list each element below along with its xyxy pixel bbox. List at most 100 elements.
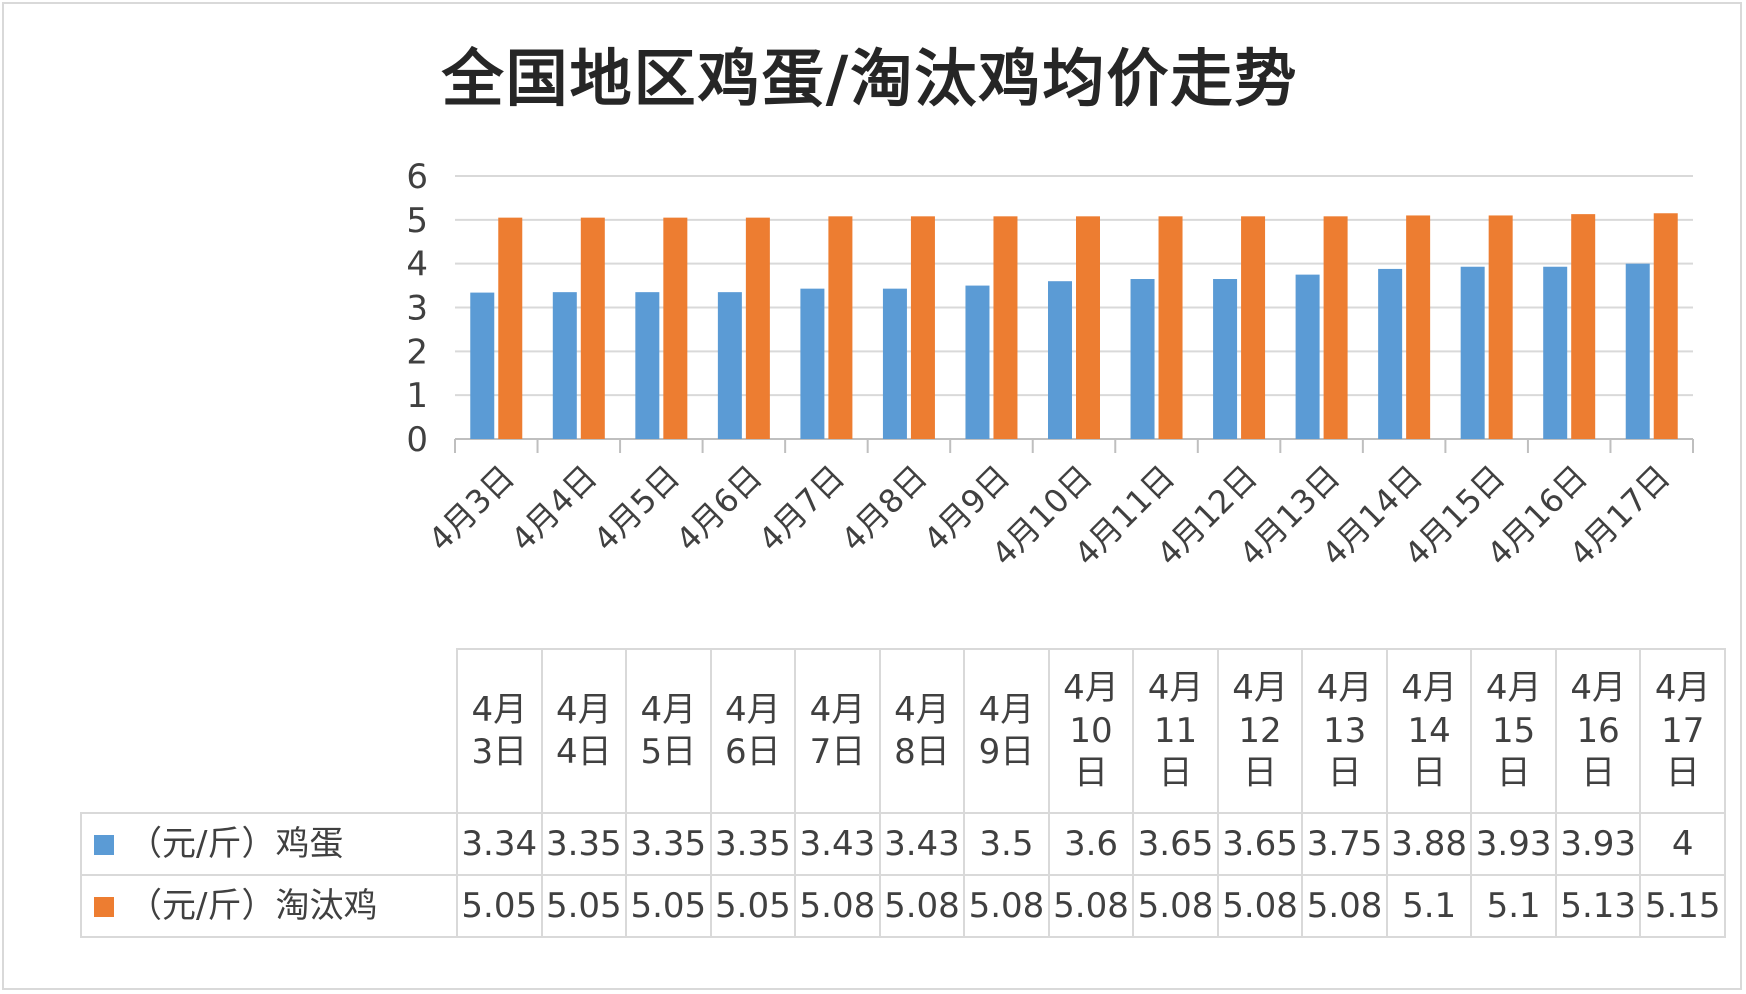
table-cell: 3.5 [963, 812, 1050, 876]
y-tick-label: 0 [406, 420, 428, 460]
table-cell: 5.05 [625, 874, 712, 938]
table-cell: 3.35 [540, 812, 628, 876]
bar-culled-hen [1241, 216, 1266, 439]
table-header-cell: 4月5日 [625, 648, 712, 814]
table-cell: 3.35 [709, 812, 797, 876]
table-cell: 5.15 [1639, 874, 1726, 938]
table-cell: 3.6 [1047, 812, 1135, 876]
table-header-label: 4月7日 [809, 689, 866, 773]
table-cell: 3.65 [1132, 812, 1219, 876]
bar-egg [800, 288, 825, 439]
table-header-cell: 4月15日 [1470, 648, 1557, 814]
bar-culled-hen [663, 217, 688, 439]
bar-egg [1625, 263, 1650, 439]
table-header-label: 4月10日 [1063, 668, 1119, 794]
bar-egg [470, 292, 495, 439]
bar-culled-hen [993, 216, 1018, 439]
bar-culled-hen [1323, 216, 1348, 439]
table-cell: 5.08 [1216, 874, 1304, 938]
table-header-label: 4月9日 [978, 689, 1035, 773]
bar-culled-hen [1406, 215, 1431, 439]
table-header-label: 4月13日 [1316, 668, 1373, 794]
table-header-cell: 4月12日 [1216, 648, 1304, 814]
bar-culled-hen [828, 216, 853, 439]
table-cell: 5.08 [878, 874, 966, 938]
table-cell: 4 [1639, 812, 1726, 876]
bar-egg [882, 288, 907, 439]
table-cell: 5.08 [1132, 874, 1219, 938]
bar-egg [635, 292, 660, 439]
bar-egg [1543, 266, 1568, 439]
bar-culled-hen [910, 216, 935, 439]
table-header-cell: 4月3日 [456, 648, 543, 814]
bar-culled-hen [1653, 213, 1678, 439]
y-tick-label: 3 [406, 289, 428, 329]
table-cell: 5.08 [1047, 874, 1135, 938]
table-cell: 3.34 [456, 812, 543, 876]
table-header-cell: 4月14日 [1385, 648, 1473, 814]
table-header-cell: 4月11日 [1132, 648, 1219, 814]
table-header-label: 4月14日 [1401, 668, 1457, 794]
x-tick-label: 4月3日 [421, 458, 522, 559]
y-tick-label: 5 [406, 201, 428, 241]
table-cell: 5.1 [1470, 874, 1557, 938]
table-cell: 3.43 [794, 812, 881, 876]
table-row: （元/斤）淘汰鸡 5.05 5.05 5.05 5.05 5.08 5.08 5.08 5.08… [80, 874, 1726, 938]
table-cell: 5.05 [540, 874, 628, 938]
table-header-cell: 4月17日 [1639, 648, 1726, 814]
x-tick-label: 4月7日 [751, 458, 852, 559]
table-cell: 5.1 [1385, 874, 1473, 938]
table-cell: 3.93 [1470, 812, 1557, 876]
table-cell: 3.65 [1216, 812, 1304, 876]
table-row: （元/斤）鸡蛋 3.34 3.35 3.35 3.35 3.43 3.43 3.5 3.6 3.6… [80, 812, 1726, 876]
table-header-label: 4月17日 [1654, 668, 1711, 794]
y-tick-label: 2 [406, 332, 428, 372]
legend-label: （元/斤）淘汰鸡 [128, 885, 378, 926]
table-cell: 5.05 [456, 874, 543, 938]
table-header-label: 4月12日 [1232, 668, 1288, 794]
table-cell: 3.88 [1385, 812, 1473, 876]
bar-egg [1378, 268, 1403, 439]
table-header-cell: 4月13日 [1301, 648, 1388, 814]
bar-culled-hen [1158, 216, 1183, 439]
bar-egg [1295, 274, 1320, 439]
y-tick-label: 1 [406, 376, 428, 416]
table-header-label: 4月3日 [471, 689, 528, 773]
table-header-label: 4月4日 [555, 689, 612, 773]
table-header-cell: 4月16日 [1554, 648, 1642, 814]
table-cell: 5.05 [709, 874, 797, 938]
bar-culled-hen [1488, 215, 1513, 439]
legend-swatch [94, 835, 114, 856]
y-tick-label: 6 [406, 157, 428, 197]
bar-culled-hen [1076, 216, 1100, 439]
legend-swatch [94, 897, 114, 918]
table-header-label: 4月8日 [894, 689, 950, 773]
bar-culled-hen [1571, 214, 1596, 439]
table-header-label: 4月16日 [1570, 668, 1626, 794]
table-cell: 5.08 [794, 874, 881, 938]
legend-entry: （元/斤）鸡蛋 [80, 812, 458, 876]
x-tick-label: 4月4日 [504, 458, 605, 559]
bar-egg [552, 292, 577, 439]
table-header-cell: 4月7日 [794, 648, 881, 814]
table-header-label: 4月6日 [725, 689, 781, 773]
bar-culled-hen [498, 217, 523, 439]
legend-entry: （元/斤）淘汰鸡 [80, 874, 458, 938]
data-table: 4月3日 4月4日 4月5日 4月6日 4月7日 4月8日 4月9日 4月10日 4月11日 4月… [80, 648, 1726, 938]
table-cell: 3.75 [1301, 812, 1388, 876]
x-tick-label: 4月6日 [669, 458, 770, 559]
table-header-label: 4月11日 [1147, 668, 1204, 794]
table-cell: 3.35 [625, 812, 712, 876]
x-tick-label: 4月5日 [586, 458, 687, 559]
table-cell: 5.08 [1301, 874, 1388, 938]
bar-egg [1213, 279, 1238, 439]
table-cell: 3.43 [878, 812, 966, 876]
table-header-label: 4月5日 [640, 689, 697, 773]
table-corner [81, 649, 458, 814]
bar-egg [1130, 279, 1155, 439]
bar-egg [965, 285, 990, 439]
bar-egg [717, 292, 742, 439]
bar-egg [1048, 281, 1072, 439]
